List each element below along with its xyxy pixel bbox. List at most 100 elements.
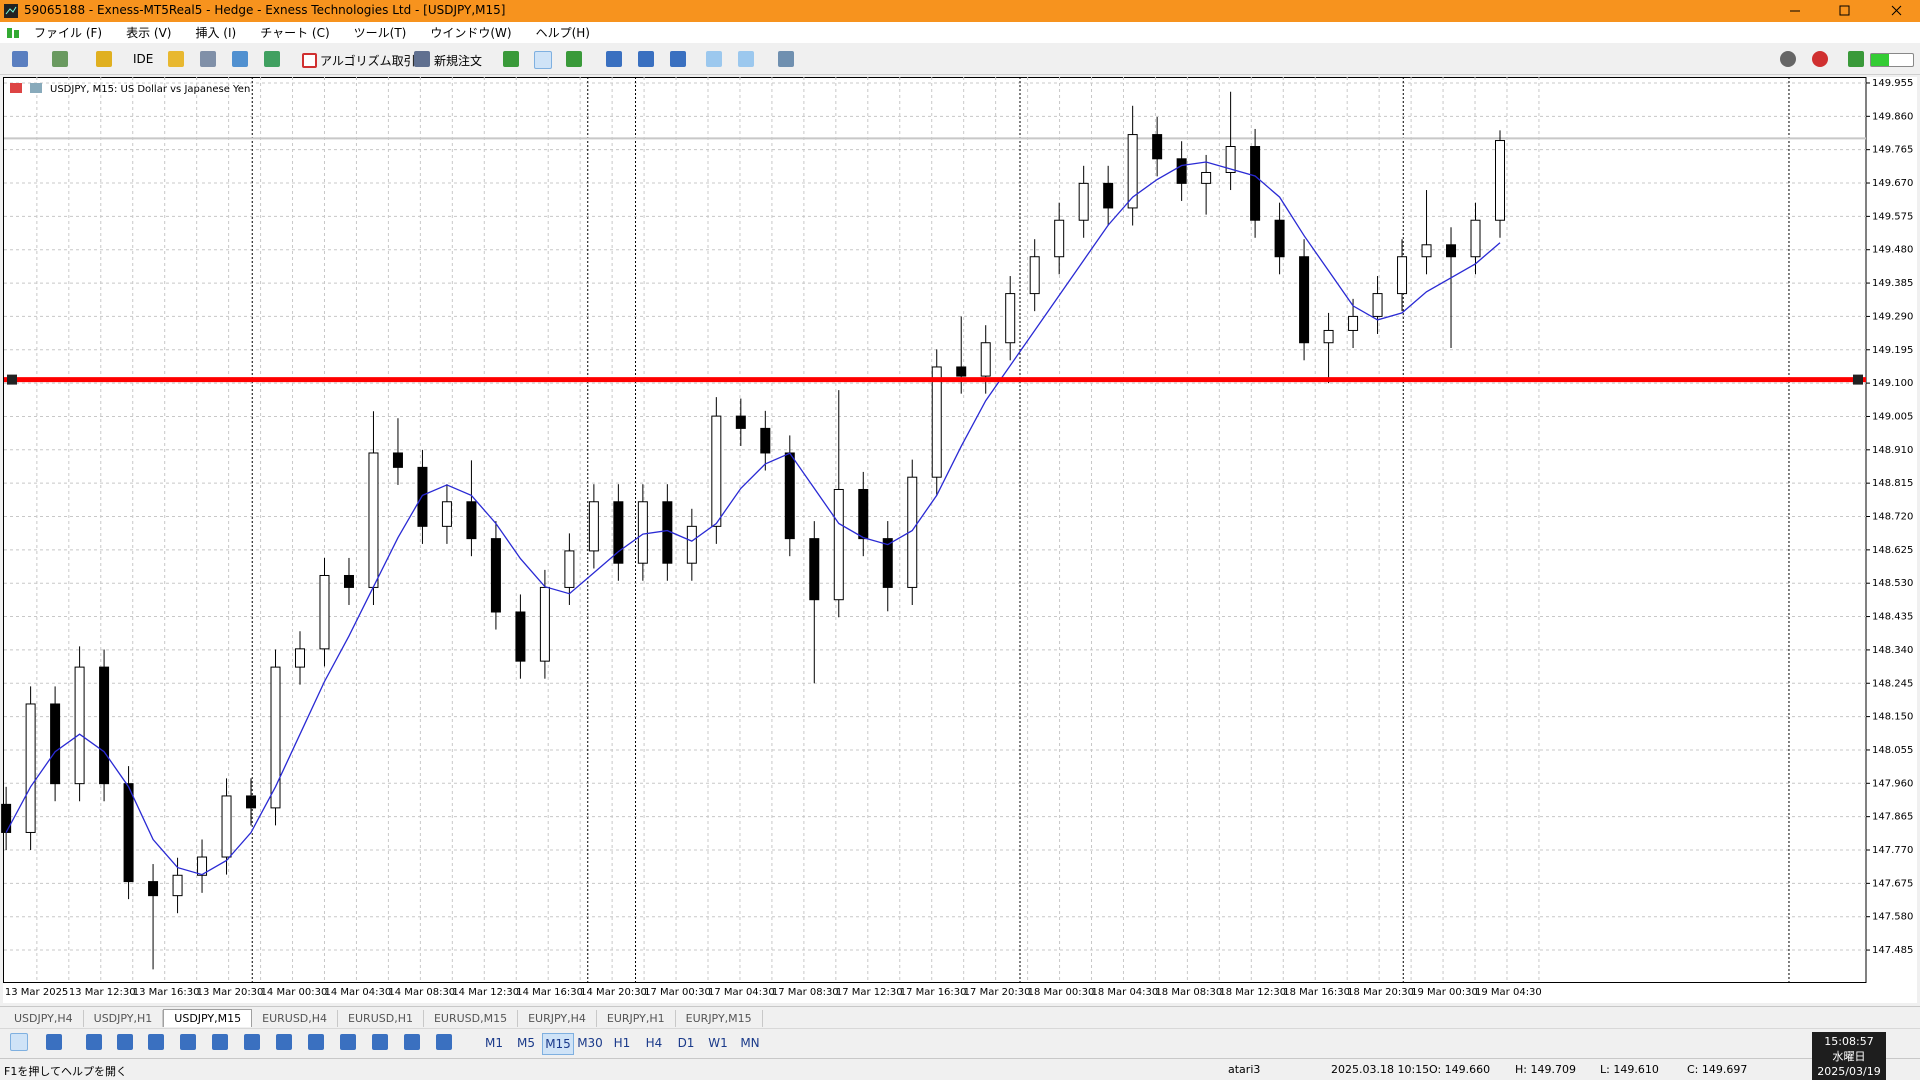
order-icon[interactable] [414, 51, 430, 67]
timeframe-button[interactable]: H1 [613, 1036, 631, 1050]
x-tick-label: 14 Mar 12:30 [452, 987, 519, 998]
candle-body [1299, 256, 1310, 344]
window-controls[interactable] [1770, 0, 1920, 22]
y-tick-label: 149.005 [1872, 411, 1913, 422]
draw-tool[interactable] [117, 1034, 133, 1050]
y-tick-label: 149.575 [1872, 211, 1913, 222]
new-order-button[interactable]: 新規注文 [434, 54, 483, 68]
draw-tool[interactable] [212, 1034, 228, 1050]
candle-body [711, 415, 722, 527]
x-tick-label: 13 Mar 12:30 [69, 987, 136, 998]
tool-icon[interactable] [168, 51, 184, 67]
candle-body [564, 550, 575, 588]
notifications[interactable] [1812, 51, 1828, 67]
tool-icon[interactable] [96, 51, 112, 67]
tool-icon[interactable] [200, 51, 216, 67]
status-bar: F1を押してヘルプを開く atari3 2025.03.18 10:15 O: … [0, 1058, 1920, 1080]
auto-scroll[interactable] [706, 51, 722, 67]
algo-trading-button[interactable]: アルゴリズム取引 [320, 54, 416, 68]
candle-body [809, 538, 820, 601]
tool-icon[interactable] [12, 51, 28, 67]
timeframe-button[interactable]: M15 [542, 1033, 574, 1055]
draw-tool[interactable] [86, 1034, 102, 1050]
chart-tab[interactable]: USDJPY,H4 [4, 1010, 84, 1027]
candle-body [172, 874, 183, 897]
menu-item[interactable]: ツール(T) [353, 26, 407, 40]
chart-tab[interactable]: EURJPY,H4 [518, 1010, 597, 1027]
y-tick-label: 148.625 [1872, 545, 1913, 556]
chart-icon [30, 83, 42, 93]
draw-tool[interactable] [276, 1034, 292, 1050]
timeframe-button[interactable]: M30 [577, 1036, 603, 1050]
draw-tool[interactable] [340, 1034, 356, 1050]
line-handle[interactable] [1853, 374, 1863, 385]
chart-tab[interactable]: USDJPY,H1 [84, 1010, 164, 1027]
draw-tool[interactable] [46, 1034, 62, 1050]
candle-body [858, 488, 869, 540]
tool-icon[interactable] [52, 51, 68, 67]
y-tick-label: 148.245 [1872, 678, 1913, 689]
candle-body [1201, 171, 1212, 184]
zoom-out[interactable] [638, 51, 654, 67]
draw-tool[interactable] [180, 1034, 196, 1050]
draw-tool[interactable] [436, 1034, 452, 1050]
signal[interactable] [1848, 51, 1864, 67]
timeframe-button[interactable]: D1 [677, 1036, 695, 1050]
candle-body [588, 501, 599, 552]
candle-body [1446, 244, 1457, 258]
timeframe-button[interactable]: H4 [645, 1036, 663, 1050]
app-icon [4, 4, 18, 18]
ide-button[interactable]: IDE [133, 52, 154, 66]
chart-title: USDJPY, M15: US Dollar vs Japanese Yen [50, 84, 250, 95]
draw-tool[interactable] [404, 1034, 420, 1050]
tool-icon[interactable] [264, 51, 280, 67]
chart-tab[interactable]: EURUSD,M15 [424, 1010, 519, 1027]
timeframe-button[interactable]: W1 [708, 1036, 728, 1050]
tool-icon[interactable] [503, 51, 519, 67]
y-tick-label: 148.910 [1872, 445, 1913, 456]
y-tick-label: 148.150 [1872, 712, 1913, 723]
draw-tool[interactable] [372, 1034, 388, 1050]
cursor-tool[interactable] [10, 1033, 28, 1051]
tool-icon[interactable] [232, 51, 248, 67]
tool-icon[interactable] [534, 51, 552, 69]
algo-icon[interactable] [302, 53, 317, 68]
chart-tab[interactable]: EURJPY,M15 [676, 1010, 763, 1027]
line-handle[interactable] [7, 374, 17, 385]
x-tick-label: 14 Mar 08:30 [388, 987, 455, 998]
candle-body [1274, 219, 1285, 258]
menu-item[interactable]: チャート (C) [260, 26, 330, 40]
zoom-in[interactable] [606, 51, 622, 67]
y-tick-label: 148.530 [1872, 578, 1913, 589]
candle-body [319, 574, 330, 650]
menu-item[interactable]: ウインドウ(W) [430, 26, 512, 40]
draw-tool[interactable] [148, 1034, 164, 1050]
timeframe-button[interactable]: MN [740, 1036, 760, 1050]
chart-tab[interactable]: EURUSD,H1 [338, 1010, 424, 1027]
x-tick-label: 13 Mar 20:30 [197, 987, 264, 998]
draw-tool[interactable] [308, 1034, 324, 1050]
candle-body [74, 666, 85, 785]
tool-icon[interactable] [566, 51, 582, 67]
x-tick-label: 18 Mar 12:30 [1219, 987, 1286, 998]
y-tick-label: 147.865 [1872, 812, 1913, 823]
tile[interactable] [670, 51, 686, 67]
x-tick-label: 14 Mar 16:30 [516, 987, 583, 998]
bar-high: H: 149.709 [1515, 1063, 1576, 1076]
menu-item[interactable]: 表示 (V) [126, 26, 172, 40]
timeframes: M1 M5 M15 M30 H1 H4 D1 W1 MN [478, 1033, 766, 1055]
candle-body [1078, 182, 1089, 221]
timeframe-button[interactable]: M5 [517, 1036, 535, 1050]
draw-tool[interactable] [244, 1034, 260, 1050]
menu-item[interactable]: ファイル (F) [34, 26, 103, 40]
chart-shift[interactable] [738, 51, 754, 67]
menu-item[interactable]: 挿入 (I) [195, 26, 237, 40]
search[interactable] [1780, 51, 1796, 67]
timeframe-button[interactable]: M1 [485, 1036, 503, 1050]
chart-tab[interactable]: EURJPY,H1 [597, 1010, 676, 1027]
candle-body [1470, 219, 1481, 258]
screenshot[interactable] [778, 51, 794, 67]
chart-tab[interactable]: USDJPY,M15 [163, 1009, 253, 1027]
chart-tab[interactable]: EURUSD,H4 [252, 1010, 339, 1027]
menu-item[interactable]: ヘルプ(H) [535, 26, 590, 40]
